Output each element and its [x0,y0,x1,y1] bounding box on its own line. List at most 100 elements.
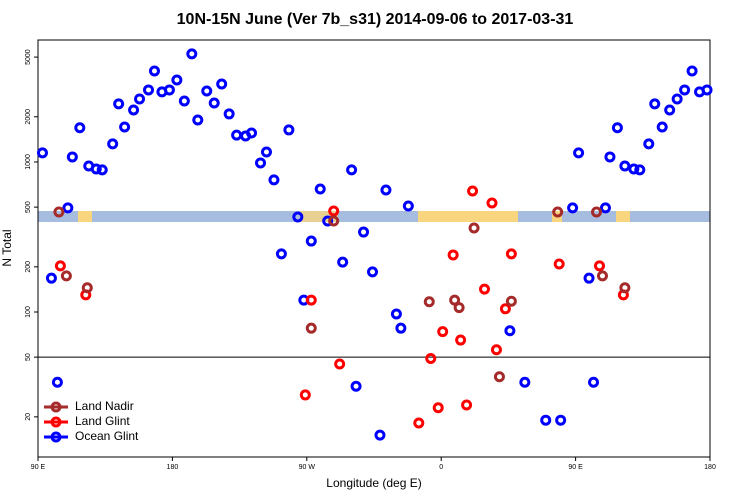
data-point [567,202,579,214]
x-axis-label: Longitude (deg E) [326,476,421,490]
data-point [679,84,691,96]
data-point [486,197,498,209]
y-tick-label: 2000 [25,109,32,125]
x-tick-label: 90 E [31,464,46,471]
data-point [619,282,631,294]
data-point [128,104,140,116]
data-point [358,226,370,238]
data-point [299,389,311,401]
data-point [208,97,220,109]
data-point [216,78,228,90]
data-point [292,211,304,223]
data-point [395,322,407,334]
data-point [402,200,414,212]
data-point [453,302,465,314]
data-point [553,258,565,270]
data-point [540,414,552,426]
y-tick-label: 500 [25,201,32,213]
legend-marker [50,401,62,413]
data-point [81,282,93,294]
data-point [505,295,517,307]
data-point [328,215,340,227]
data-point [479,283,491,295]
data-point [619,160,631,172]
data-point [519,376,531,388]
data-point [246,127,258,139]
data-point [314,183,326,195]
data-point [573,147,585,159]
data-point [461,399,473,411]
data-point [380,184,392,196]
data-point [367,266,379,278]
data-point [455,334,467,346]
data-point [588,376,600,388]
data-point [413,417,425,429]
data-point [493,371,505,383]
data-point [583,272,595,284]
data-point [604,151,616,163]
data-point [322,215,334,227]
data-point [591,206,603,218]
data-point [66,151,78,163]
data-point [437,326,449,338]
data-point [113,98,125,110]
data-point [45,272,57,284]
data-point [350,380,362,392]
data-point [701,84,713,96]
data-point [664,104,676,116]
data-point [447,249,459,261]
data-point [504,325,516,337]
data-point [628,163,640,175]
plot-frame [37,39,711,458]
data-point [90,163,102,175]
data-point [346,164,358,176]
legend-label: Ocean Glint [75,429,139,443]
data-point [686,65,698,77]
data-point [337,256,349,268]
data-point [74,122,86,134]
data-point [171,74,183,86]
data-point [425,352,437,364]
data-point [275,248,287,260]
legend-label: Land Nadir [75,399,134,413]
data-point [96,164,108,176]
data-point [51,376,63,388]
data-point [599,202,611,214]
data-point [268,174,280,186]
data-point [62,202,74,214]
data-point [468,222,480,234]
y-tick-label: 50 [25,353,32,361]
data-point [555,414,567,426]
data-point [60,270,72,282]
data-point [656,121,668,133]
data-point [192,114,204,126]
data-point [423,296,435,308]
data-point [505,248,517,260]
data-point [649,98,661,110]
y-axis-label: N Total [0,229,14,266]
y-tick-label: 20 [25,413,32,421]
y-tick-label: 1000 [25,154,32,170]
y-tick-label: 200 [25,261,32,273]
data-point [634,164,646,176]
x-tick-label: 180 [704,464,716,471]
data-point [36,147,48,159]
data-point [201,85,213,97]
x-tick-label: 180 [167,464,179,471]
data-point [54,260,66,272]
legend-marker [50,416,62,428]
data-point [223,108,235,120]
data-point [231,129,243,141]
data-point [305,322,317,334]
data-point [148,65,160,77]
data-point [432,402,444,414]
data-point [119,121,131,133]
data-point [499,303,511,315]
data-point [163,84,175,96]
data-point [283,124,295,136]
data-point [467,185,479,197]
data-point [374,429,386,441]
data-point [611,122,623,134]
data-point [305,294,317,306]
